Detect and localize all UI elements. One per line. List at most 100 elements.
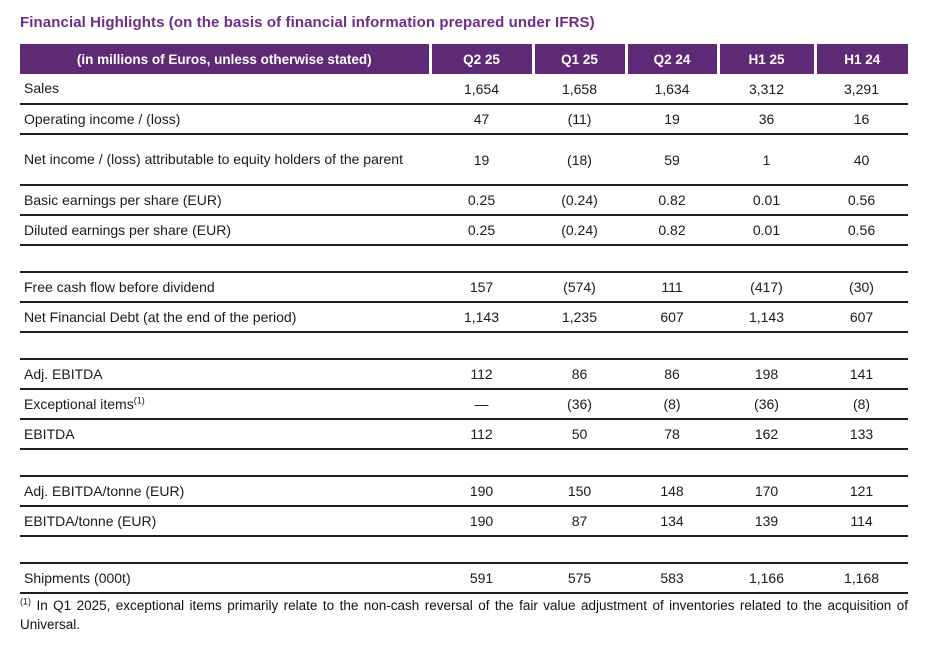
- col-header-h1-25: H1 25: [716, 44, 815, 74]
- footnote-ref: (1): [133, 394, 145, 405]
- cell-value: (36): [718, 389, 815, 420]
- row-label: Free cash flow before dividend: [20, 272, 430, 303]
- row-label: Net Financial Debt (at the end of the pe…: [20, 302, 430, 333]
- cell-value: 50: [533, 419, 626, 450]
- table-row: Free cash flow before dividend 157 (574) 11…: [20, 272, 908, 303]
- cell-value: 575: [533, 563, 626, 594]
- row-label: Exceptional items(1): [20, 389, 430, 420]
- spacer-cell: [20, 536, 908, 564]
- cell-value: (8): [626, 389, 718, 420]
- cell-value: 86: [626, 359, 718, 390]
- cell-value: 170: [718, 476, 815, 507]
- table-row: Net income / (loss) attributable to equi…: [20, 134, 908, 186]
- col-header-q2-24: Q2 24: [624, 44, 718, 74]
- spacer-cell: [20, 449, 908, 477]
- cell-value: 16: [815, 104, 908, 135]
- spacer-row: [20, 332, 908, 360]
- cell-value: 1,168: [815, 563, 908, 594]
- cell-value: (8): [815, 389, 908, 420]
- cell-value: 0.56: [815, 185, 908, 216]
- cell-value: 19: [626, 104, 718, 135]
- cell-value: 162: [718, 419, 815, 450]
- cell-value: 0.82: [626, 215, 718, 246]
- cell-value: 134: [626, 506, 718, 537]
- table-row: EBITDA/tonne (EUR) 190 87 134 139 114: [20, 506, 908, 537]
- cell-value: 40: [815, 134, 908, 186]
- cell-value: (11): [533, 104, 626, 135]
- cell-value: 198: [718, 359, 815, 390]
- cell-value: 86: [533, 359, 626, 390]
- cell-value: 3,312: [718, 74, 815, 105]
- cell-value: —: [430, 389, 533, 420]
- row-label: Shipments (000t): [20, 563, 430, 594]
- spacer-row: [20, 245, 908, 273]
- cell-value: 1,235: [533, 302, 626, 333]
- cell-value: 0.56: [815, 215, 908, 246]
- row-label: Diluted earnings per share (EUR): [20, 215, 430, 246]
- cell-value: 591: [430, 563, 533, 594]
- cell-value: 78: [626, 419, 718, 450]
- cell-value: 139: [718, 506, 815, 537]
- cell-value: 0.25: [430, 215, 533, 246]
- col-header-units: (in millions of Euros, unless otherwise …: [20, 44, 430, 74]
- table-row: Sales 1,654 1,658 1,634 3,312 3,291: [20, 74, 908, 105]
- table-row: Exceptional items(1) — (36) (8) (36) (8): [20, 389, 908, 420]
- table-row: Net Financial Debt (at the end of the pe…: [20, 302, 908, 333]
- cell-value: 157: [430, 272, 533, 303]
- cell-value: 1,143: [430, 302, 533, 333]
- cell-value: (0.24): [533, 185, 626, 216]
- table-header: (in millions of Euros, unless otherwise …: [20, 44, 908, 74]
- cell-value: (18): [533, 134, 626, 186]
- cell-value: (30): [815, 272, 908, 303]
- cell-value: 0.82: [626, 185, 718, 216]
- cell-value: 141: [815, 359, 908, 390]
- cell-value: 59: [626, 134, 718, 186]
- cell-value: 1,654: [430, 74, 533, 105]
- table-row: Adj. EBITDA/tonne (EUR) 190 150 148 170 121: [20, 476, 908, 507]
- cell-value: 133: [815, 419, 908, 450]
- cell-value: 1,658: [533, 74, 626, 105]
- cell-value: 3,291: [815, 74, 908, 105]
- footnote: (1) In Q1 2025, exceptional items primar…: [20, 597, 908, 635]
- cell-value: 1,143: [718, 302, 815, 333]
- cell-value: 190: [430, 506, 533, 537]
- table-body: Sales 1,654 1,658 1,634 3,312 3,291 Operating …: [20, 74, 908, 594]
- cell-value: 121: [815, 476, 908, 507]
- row-label: Net income / (loss) attributable to equi…: [20, 134, 430, 186]
- cell-value: (0.24): [533, 215, 626, 246]
- cell-value: (417): [718, 272, 815, 303]
- cell-value: 36: [718, 104, 815, 135]
- cell-value: 87: [533, 506, 626, 537]
- footnote-marker: (1): [20, 596, 31, 607]
- spacer-row: [20, 449, 908, 477]
- cell-value: 1: [718, 134, 815, 186]
- table-row: Adj. EBITDA 112 86 86 198 141: [20, 359, 908, 390]
- financial-highlights-table: (in millions of Euros, unless otherwise …: [20, 44, 908, 594]
- cell-value: 0.01: [718, 215, 815, 246]
- table-row: Shipments (000t) 591 575 583 1,166 1,168: [20, 563, 908, 594]
- cell-value: 0.25: [430, 185, 533, 216]
- cell-value: 1,634: [626, 74, 718, 105]
- header-row: (in millions of Euros, unless otherwise …: [20, 44, 908, 74]
- row-label: Adj. EBITDA: [20, 359, 430, 390]
- cell-value: 1,166: [718, 563, 815, 594]
- cell-value: 111: [626, 272, 718, 303]
- col-header-q1-25: Q1 25: [531, 44, 626, 74]
- cell-value: (574): [533, 272, 626, 303]
- col-header-q2-25: Q2 25: [428, 44, 533, 74]
- cell-value: 148: [626, 476, 718, 507]
- table-row: EBITDA 112 50 78 162 133: [20, 419, 908, 450]
- cell-value: 583: [626, 563, 718, 594]
- row-label: Basic earnings per share (EUR): [20, 185, 430, 216]
- table-row: Operating income / (loss) 47 (11) 19 36 16: [20, 104, 908, 135]
- cell-value: 0.01: [718, 185, 815, 216]
- cell-value: 607: [815, 302, 908, 333]
- row-label: Sales: [20, 74, 430, 105]
- cell-value: 112: [430, 359, 533, 390]
- spacer-cell: [20, 332, 908, 360]
- cell-value: 114: [815, 506, 908, 537]
- cell-value: 19: [430, 134, 533, 186]
- footnote-text: In Q1 2025, exceptional items primarily …: [20, 598, 908, 632]
- table-row: Basic earnings per share (EUR) 0.25 (0.24)…: [20, 185, 908, 216]
